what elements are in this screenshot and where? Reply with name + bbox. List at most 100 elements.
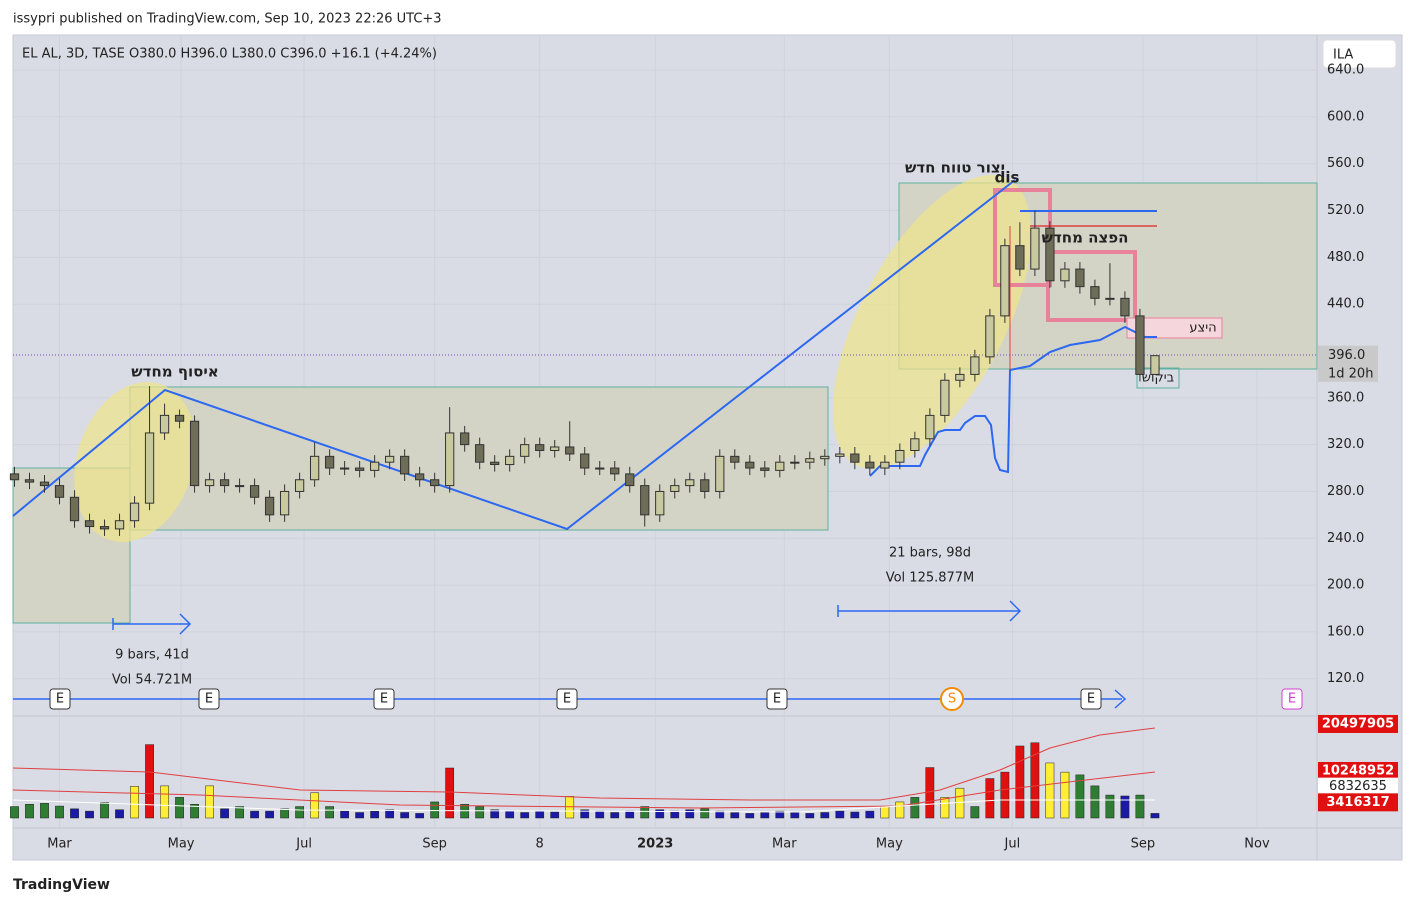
event-marker[interactable] bbox=[556, 688, 578, 710]
volume-bar bbox=[55, 805, 64, 819]
volume-badge bbox=[1318, 714, 1398, 733]
candle-body bbox=[460, 432, 470, 446]
candle-body bbox=[790, 461, 800, 464]
event-label: E bbox=[56, 692, 64, 707]
header: issypri published on TradingView.com, Se… bbox=[13, 12, 442, 27]
volume-bar bbox=[550, 811, 560, 819]
y-tick-label: 280.0 bbox=[1327, 484, 1364, 499]
highlight bbox=[832, 175, 1032, 469]
volume-bar bbox=[205, 785, 214, 819]
event-marker[interactable] bbox=[1281, 688, 1303, 710]
event-marker[interactable] bbox=[1080, 688, 1102, 710]
volume-bar bbox=[70, 808, 79, 819]
y-tick-label: 600.0 bbox=[1327, 109, 1364, 124]
candle-body bbox=[580, 453, 590, 469]
candle-body bbox=[865, 461, 875, 469]
candle-body bbox=[264, 496, 275, 516]
volume-bar bbox=[1120, 795, 1130, 819]
volume-label: 6832635 bbox=[1329, 779, 1387, 794]
y-tick-label: 560.0 bbox=[1327, 156, 1364, 171]
y-tick-label: 440.0 bbox=[1327, 297, 1364, 312]
event-label: E bbox=[1288, 692, 1296, 707]
candle-body bbox=[685, 479, 695, 487]
candle-body bbox=[520, 444, 530, 457]
event-marker[interactable] bbox=[766, 688, 788, 710]
candle-body bbox=[114, 520, 125, 530]
candle-body bbox=[910, 438, 920, 451]
volume-bar bbox=[985, 778, 995, 819]
y-tick-label: 200.0 bbox=[1327, 578, 1364, 593]
candle-body bbox=[1015, 245, 1025, 270]
candle-body bbox=[99, 526, 110, 530]
x-tick-label: May bbox=[168, 837, 195, 852]
candle-body bbox=[925, 414, 935, 440]
event-label: E bbox=[380, 692, 388, 707]
candle-body bbox=[1060, 268, 1070, 282]
volume-bar bbox=[475, 806, 485, 819]
volume-bar bbox=[445, 767, 455, 819]
candle-body bbox=[895, 449, 905, 463]
candle-body bbox=[595, 467, 605, 470]
volume-bar bbox=[340, 810, 350, 819]
annotation: Vol 125.877M bbox=[886, 571, 975, 586]
volume-bar bbox=[490, 809, 500, 819]
y-tick-label: 320.0 bbox=[1327, 437, 1364, 452]
volume-bar bbox=[310, 792, 319, 819]
candle-body bbox=[189, 420, 200, 487]
candle-body bbox=[505, 455, 515, 466]
annotation: dis bbox=[995, 169, 1020, 187]
annotation: 9 bars, 41d bbox=[115, 648, 189, 663]
event-label: S bbox=[948, 692, 956, 707]
candle-body bbox=[385, 455, 395, 463]
volume-bar bbox=[925, 767, 935, 819]
candle-body bbox=[9, 473, 20, 481]
candle-body bbox=[610, 467, 620, 475]
events: E E E E E S E E bbox=[49, 687, 1303, 711]
event-marker[interactable] bbox=[373, 688, 395, 710]
candle-body bbox=[670, 485, 680, 492]
candle-body bbox=[324, 455, 335, 469]
volume-bar bbox=[1090, 785, 1100, 819]
volume-bar bbox=[685, 809, 695, 819]
candle-body bbox=[745, 461, 755, 469]
candle-body bbox=[970, 356, 980, 375]
volume-bar bbox=[1060, 771, 1070, 819]
candle-body bbox=[955, 373, 965, 381]
measure bbox=[112, 600, 1022, 635]
event-marker[interactable] bbox=[198, 688, 220, 710]
candle-body bbox=[144, 432, 155, 504]
volume-bar bbox=[1105, 794, 1115, 819]
volume-bar bbox=[175, 797, 184, 819]
volume-bar bbox=[955, 787, 965, 819]
candle-body bbox=[475, 444, 485, 463]
volume-label: 20497905 bbox=[1322, 716, 1394, 731]
volume-bar bbox=[115, 809, 124, 819]
zone bbox=[1046, 250, 1137, 322]
candle-body bbox=[625, 473, 635, 487]
x-tick-label: 2023 bbox=[637, 837, 673, 852]
x-tick-label: Jul bbox=[1004, 837, 1021, 852]
x-tick-label: May bbox=[876, 837, 903, 852]
volume-bar bbox=[235, 806, 244, 819]
volume-bar bbox=[400, 812, 410, 819]
currency-button[interactable] bbox=[1322, 39, 1397, 69]
candle-body bbox=[535, 444, 545, 451]
annotation: היצע bbox=[1189, 321, 1216, 336]
volume-bar bbox=[1030, 742, 1040, 819]
candle-body bbox=[355, 467, 365, 471]
candle-body bbox=[1075, 268, 1085, 288]
volume-bar bbox=[775, 810, 785, 819]
event-marker[interactable] bbox=[49, 688, 71, 710]
volume-bar bbox=[1150, 813, 1160, 819]
volume-bar bbox=[715, 810, 725, 819]
annotation: הפצה מחדש bbox=[1042, 229, 1129, 247]
volume-bar bbox=[505, 810, 515, 819]
annotation: יצור טווח חדש bbox=[905, 159, 1005, 177]
volume-bar bbox=[10, 806, 19, 819]
event-marker[interactable] bbox=[940, 687, 964, 711]
price-badge bbox=[1318, 345, 1378, 382]
volume-badge bbox=[1318, 793, 1398, 812]
volume-bar bbox=[880, 806, 890, 819]
